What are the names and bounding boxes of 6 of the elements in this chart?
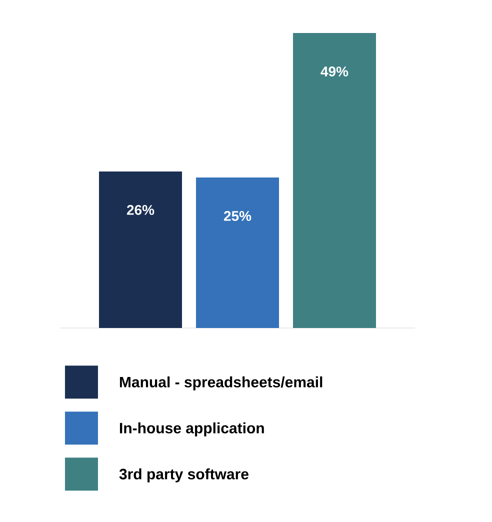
data-label: 25% bbox=[224, 211, 252, 221]
data-label: 26% bbox=[126, 204, 154, 215]
legend-label: Manual - spreadsheets/email bbox=[120, 376, 322, 390]
data-label: 49% bbox=[320, 66, 348, 76]
legend-label: 3rd party software bbox=[119, 468, 248, 482]
legend-label: In-house application bbox=[120, 422, 264, 436]
